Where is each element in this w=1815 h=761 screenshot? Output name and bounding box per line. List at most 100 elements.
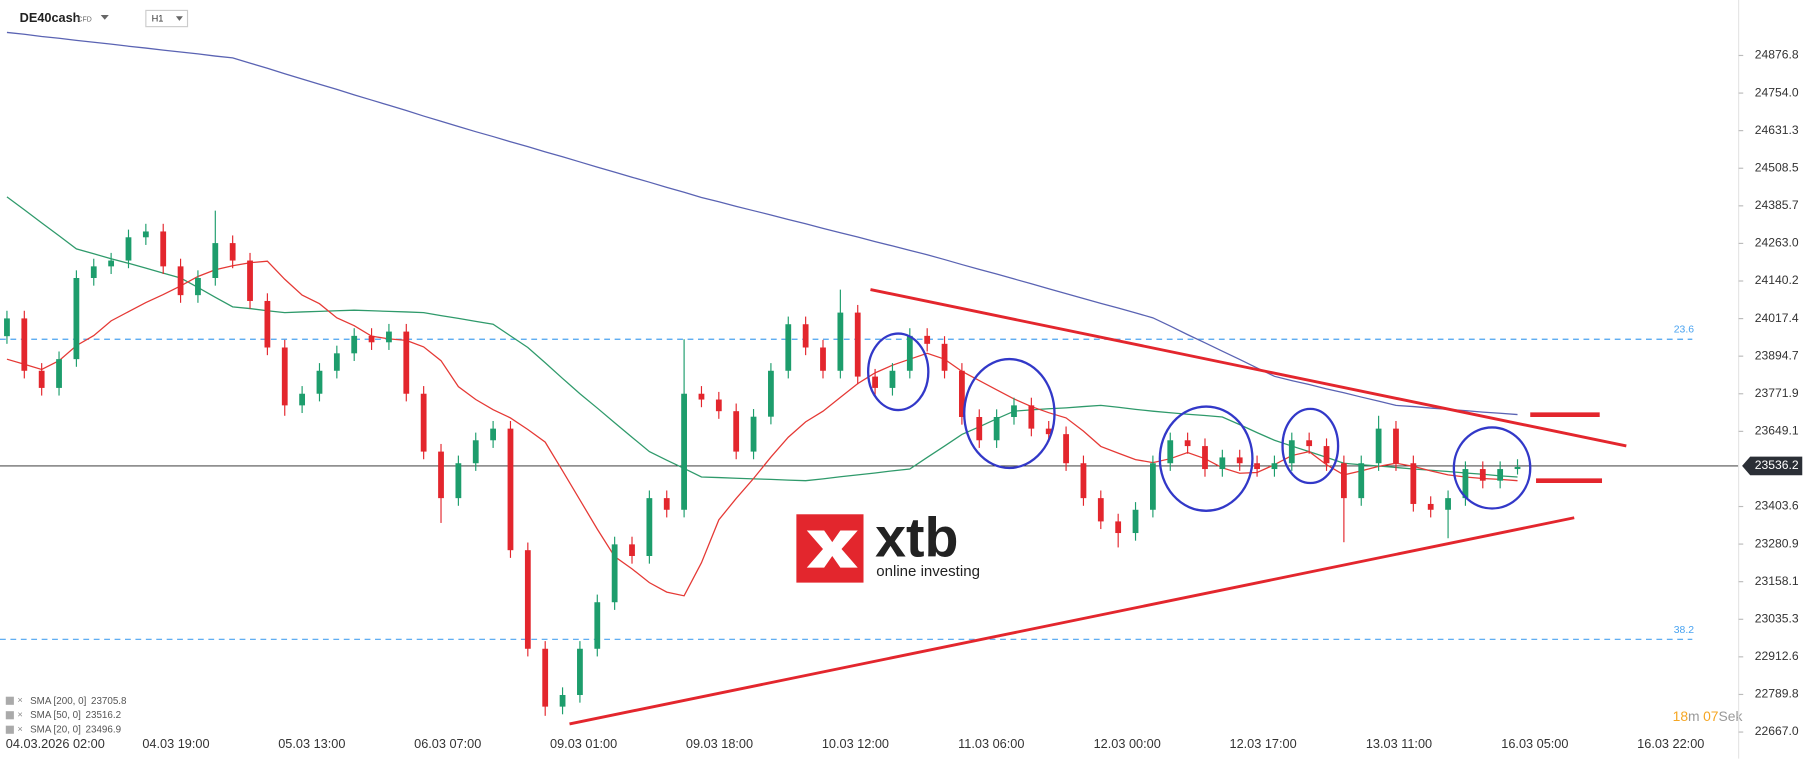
legend-name: SMA [20, 0] (30, 724, 81, 735)
legend-entry: SMA [20, 0] 23496.9 (30, 724, 121, 735)
y-tick-label: 24017.4 (1755, 311, 1799, 325)
x-tick-label: 13.03 11:00 (1366, 736, 1432, 751)
y-tick-label: 24876.8 (1755, 48, 1799, 62)
candle-body (1358, 463, 1365, 499)
highlight-circle (1281, 407, 1340, 485)
candle-body (316, 370, 323, 394)
candle-body (1028, 405, 1035, 429)
sma-line (6, 260, 1518, 597)
symbol[interactable]: DE40cash (20, 10, 81, 25)
candle-body (629, 544, 635, 557)
y-tick-label: 23280.9 (1755, 536, 1799, 550)
candle-body (1393, 428, 1399, 464)
legend-icon (5, 725, 14, 734)
candle-body (1097, 498, 1104, 522)
candle-body (872, 376, 878, 388)
candle-body (1011, 405, 1017, 418)
legend-name: SMA [50, 0] (30, 710, 81, 721)
candle-body (1271, 463, 1278, 470)
candle-body (108, 260, 115, 267)
y-tick-label: 23894.7 (1755, 348, 1799, 362)
candle-body (333, 353, 340, 371)
level-label: 38.2 (1674, 625, 1694, 636)
dropdown-arrow[interactable] (175, 16, 183, 21)
candle-body (403, 331, 410, 394)
legend-close: × (17, 724, 22, 734)
y-tick-label: 23403.6 (1755, 499, 1799, 513)
y-tick-label: 22789.8 (1755, 687, 1799, 701)
candle-body (524, 550, 531, 649)
x-tick-label: 04.03.2026 02:00 (6, 736, 105, 751)
legend-value: 23516.2 (86, 710, 122, 721)
candle-body (959, 370, 965, 418)
candle-body (264, 300, 271, 348)
timeframe-box[interactable] (145, 9, 189, 28)
candle-body (1375, 428, 1382, 464)
countdown-unit: Sek (1719, 708, 1743, 724)
data-layer (0, 31, 1739, 716)
candle-body (785, 324, 792, 371)
y-tick-label: 23158.1 (1755, 574, 1799, 588)
legend-close: × (17, 710, 22, 720)
candle-body (1340, 463, 1347, 499)
highlight-circle (866, 332, 930, 412)
candle-body (820, 347, 826, 371)
dropdown-arrow[interactable] (100, 15, 109, 20)
sma-line (6, 196, 1518, 482)
candle-body (1445, 498, 1451, 510)
instrument-type: CFD (78, 17, 92, 24)
candle-body (594, 602, 601, 649)
x-tick-label: 09.03 01:00 (550, 736, 617, 751)
candle-body (142, 231, 149, 238)
y-tick-label: 22667.0 (1755, 724, 1799, 738)
candle-body (1167, 440, 1174, 464)
candle-body (1080, 463, 1087, 499)
legend-icon (5, 696, 14, 705)
candle-body (195, 278, 201, 296)
candle-body (1427, 503, 1434, 510)
candle-body (733, 411, 740, 452)
candle-body (924, 335, 931, 344)
candle-body (21, 318, 28, 371)
candle-body (438, 451, 444, 499)
candle-body (1479, 469, 1486, 481)
legend-value: 23705.8 (91, 695, 127, 706)
candle-body (1497, 469, 1504, 481)
candle-body (1306, 440, 1313, 447)
candle-body (1045, 428, 1052, 435)
x-tick-label: 06.03 07:00 (414, 736, 481, 751)
candle-body (1323, 446, 1330, 464)
x-tick-label: 16.03 22:00 (1637, 736, 1704, 751)
candle-body (542, 648, 549, 707)
candle-body (56, 359, 62, 388)
candle-body (212, 243, 219, 279)
candle-body (351, 335, 358, 354)
y-tick-label: 23649.1 (1755, 424, 1799, 438)
candle-body (247, 260, 253, 301)
timeframe[interactable]: H1 (152, 14, 164, 24)
candle-body (90, 266, 97, 279)
countdown-unit: m (1688, 708, 1700, 724)
candle-body (472, 440, 479, 464)
ui-layer: DE40cash CFD H1 18m 07Sek 24876.8 24754.0 2… (5, 0, 1803, 759)
candle-body (577, 648, 583, 696)
y-tick-label: 24631.3 (1755, 123, 1799, 137)
candle-body (768, 370, 774, 417)
candle-body (4, 318, 10, 337)
candle-body (490, 428, 496, 441)
x-tick-label: 04.03 19:00 (142, 736, 209, 751)
candle-body (663, 498, 670, 510)
y-tick-label: 23035.3 (1755, 611, 1799, 625)
countdown-minutes: 18 (1673, 708, 1689, 724)
candle-body (802, 324, 809, 348)
countdown-seconds: 07 (1703, 708, 1719, 724)
current-price-label: 23536.2 (1755, 458, 1799, 472)
candle-body (941, 343, 948, 371)
y-tick-label: 24754.0 (1755, 85, 1799, 99)
candle-body (1132, 509, 1139, 534)
logo-tagline: online investing (876, 563, 980, 580)
candle-body (976, 417, 983, 441)
candle-body (299, 393, 306, 406)
